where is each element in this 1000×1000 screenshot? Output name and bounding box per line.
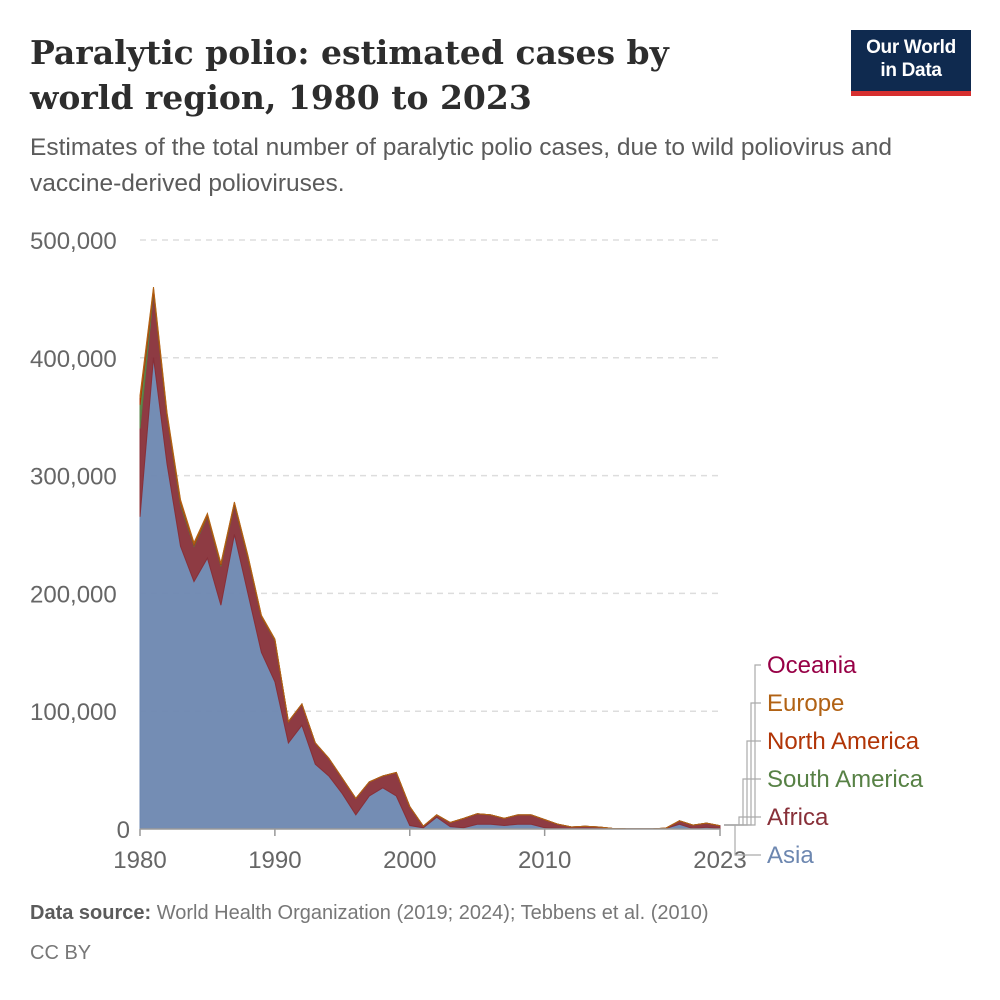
data-source-text: World Health Organization (2019; 2024); … [156, 902, 709, 924]
y-tick-label: 300,000 [30, 464, 117, 491]
legend-label-oceania: Oceania [767, 652, 857, 679]
y-tick-label: 500,000 [30, 228, 117, 255]
y-tick-label: 400,000 [30, 346, 117, 373]
data-source-line: Data source: World Health Organization (… [30, 902, 970, 925]
legend-label-north-america: North America [767, 728, 920, 755]
legend-connector-asia [724, 824, 761, 856]
data-source-label: Data source: [30, 902, 152, 924]
legend-label-south-america: South America [767, 766, 924, 793]
chart-subtitle: Estimates of the total number of paralyt… [30, 134, 893, 197]
x-tick-label: 1980 [113, 847, 166, 874]
y-tick-label: 100,000 [30, 699, 117, 726]
x-tick-label: 2000 [383, 847, 436, 874]
x-tick-label: 2010 [518, 847, 571, 874]
x-tick-label: 1990 [248, 847, 301, 874]
logo-line-2: in Data [880, 60, 942, 81]
legend-label-africa: Africa [767, 804, 829, 831]
x-tick-label: 2023 [693, 847, 746, 874]
logo-line-1: Our World [866, 37, 956, 58]
legend-label-europe: Europe [767, 690, 844, 717]
chart-title: Paralytic polio: estimated cases by worl… [30, 33, 669, 117]
y-tick-label: 200,000 [30, 581, 117, 608]
area-europe [139, 287, 721, 830]
our-world-in-data-logo[interactable]: Our World in Data [851, 30, 971, 96]
y-tick-label: 0 [117, 817, 130, 844]
legend-label-asia: Asia [767, 842, 814, 869]
license-line: CC BY [30, 942, 92, 964]
